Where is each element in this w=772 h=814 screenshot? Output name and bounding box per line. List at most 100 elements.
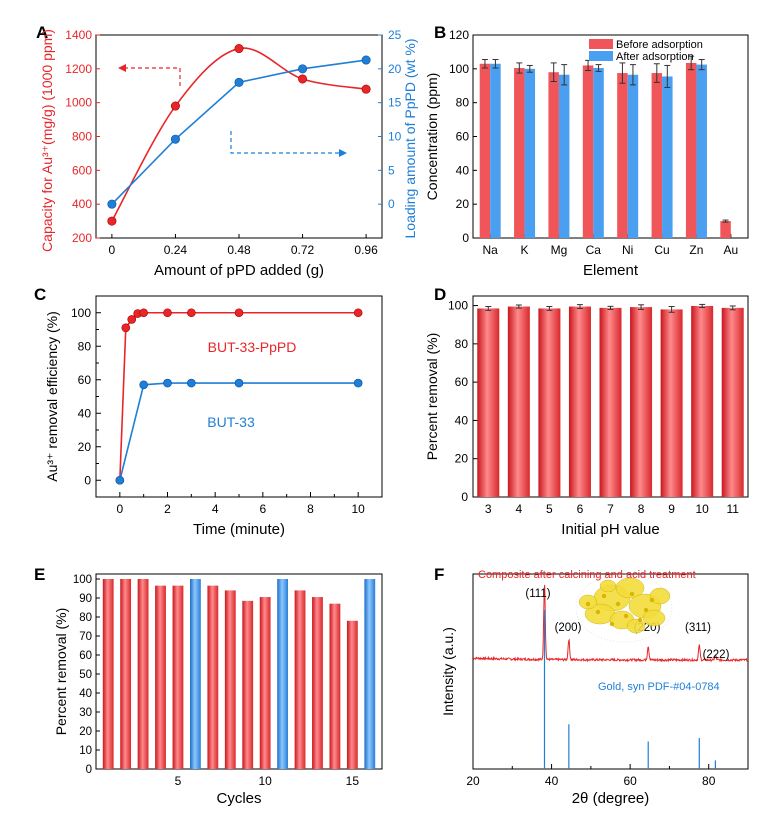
bar <box>477 308 500 497</box>
x-axis-label: Time (minute) <box>193 521 285 538</box>
y-left-tick-label: 800 <box>72 130 92 144</box>
bar <box>312 597 323 769</box>
y-tick-label: 30 <box>79 707 92 719</box>
bar <box>599 307 622 497</box>
series-loading-point <box>107 199 117 209</box>
bar <box>259 597 271 769</box>
x-tick-label: 0 <box>109 243 116 257</box>
y-tick-label: 60 <box>456 130 470 144</box>
series-point <box>139 380 148 390</box>
particle-dot <box>585 601 591 607</box>
x-axis-label: Element <box>583 262 639 279</box>
bar <box>630 307 653 497</box>
series-point <box>139 308 148 318</box>
series-capacity-line <box>111 47 367 222</box>
y-tick-label: 20 <box>78 440 92 454</box>
x-tick-label: 0.96 <box>354 243 378 257</box>
y-left-tick-label: 1200 <box>65 62 92 76</box>
x-tick-label: Na <box>483 243 499 257</box>
peak-label: (311) <box>685 622 711 634</box>
particle-dot <box>615 601 621 607</box>
bar-after <box>696 64 707 239</box>
y-axis-label: Au³⁺ removal efficiency (%) <box>44 311 60 482</box>
x-tick-label: 0 <box>116 502 123 516</box>
particle-dot <box>623 613 629 619</box>
series-point <box>163 308 172 318</box>
bar-after <box>524 68 536 238</box>
x-tick-label: 10 <box>351 502 365 516</box>
x-tick-label: 8 <box>638 502 645 516</box>
bar-before <box>685 62 697 238</box>
particle-halo <box>575 573 673 643</box>
y-left-tick-label: 1400 <box>65 28 92 42</box>
series-point <box>234 378 244 388</box>
bar <box>102 579 114 769</box>
bar <box>507 306 530 497</box>
bar <box>120 579 132 769</box>
bar <box>346 620 358 769</box>
x-tick-label: 11 <box>726 502 739 516</box>
bar <box>568 306 591 497</box>
bar <box>242 600 254 769</box>
y-left-axis-label: Capacity for Au³⁺(mg/g) (1000 ppm) <box>39 29 55 252</box>
series-point <box>187 378 196 388</box>
x-tick-label: 4 <box>212 502 219 516</box>
bar <box>137 579 149 769</box>
series-line <box>119 311 359 481</box>
x-tick-label: 15 <box>346 774 360 788</box>
bar <box>155 585 166 769</box>
series-capacity-point <box>170 101 180 111</box>
series-point <box>127 315 137 324</box>
y-tick-label: 120 <box>449 28 469 42</box>
bar <box>364 579 376 769</box>
y-axis-label: Percent removal (%) <box>424 333 440 461</box>
x-tick-label: 2 <box>164 502 171 516</box>
bar <box>207 585 219 769</box>
y-tick-label: 20 <box>79 726 92 738</box>
y-tick-label: 40 <box>79 688 92 700</box>
y-tick-label: 0 <box>86 764 92 776</box>
series-loading-point <box>361 55 371 65</box>
y-right-tick-label: 0 <box>388 197 395 211</box>
legend-label: Before adsorption <box>616 39 703 51</box>
particle-dot <box>601 593 607 599</box>
y-tick-label: 10 <box>79 745 92 757</box>
x-tick-label: 10 <box>258 774 272 788</box>
panel-c-frame <box>95 295 383 498</box>
left-axis-arrowhead <box>118 64 126 72</box>
x-axis-label: Initial pH value <box>561 521 659 538</box>
particle-blob <box>649 587 671 605</box>
series-label-but33-ppPD: BUT-33-PpPD <box>208 339 297 355</box>
y-axis-label: Intensity (a.u.) <box>440 627 456 716</box>
y-axis-label: Concentration (ppm) <box>424 73 440 201</box>
bar <box>721 307 744 497</box>
y-tick-label: 80 <box>456 96 470 110</box>
particle-dot <box>629 591 635 597</box>
y-tick-label: 60 <box>78 373 92 387</box>
x-tick-label: Au <box>723 243 738 257</box>
x-tick-label: 5 <box>546 502 553 516</box>
series-capacity-point <box>361 84 371 94</box>
bar <box>172 585 184 769</box>
y-axis-label: Percent removal (%) <box>53 608 69 736</box>
series-point <box>234 308 244 318</box>
x-tick-label: 3 <box>485 502 492 516</box>
x-tick-label: 40 <box>545 774 559 788</box>
y-tick-label: 40 <box>78 406 92 420</box>
peak-label: (111) <box>525 588 550 600</box>
panel-c-letter: C <box>34 285 46 304</box>
panel-a-letter: A <box>36 23 48 42</box>
panel-f-frame <box>472 573 749 770</box>
bar-before <box>548 72 559 238</box>
y-tick-label: 60 <box>455 375 469 389</box>
series-capacity-point <box>298 74 308 84</box>
particle-dot <box>609 621 615 627</box>
x-axis-label: 2θ (degree) <box>572 790 650 807</box>
y-tick-label: 40 <box>456 163 470 177</box>
xrd-signal <box>472 584 749 663</box>
series-capacity-point <box>107 216 117 226</box>
x-tick-label: K <box>521 243 529 257</box>
y-right-tick-label: 20 <box>388 62 402 76</box>
y-left-tick-label: 200 <box>72 231 92 245</box>
series-loading-point <box>170 134 180 144</box>
